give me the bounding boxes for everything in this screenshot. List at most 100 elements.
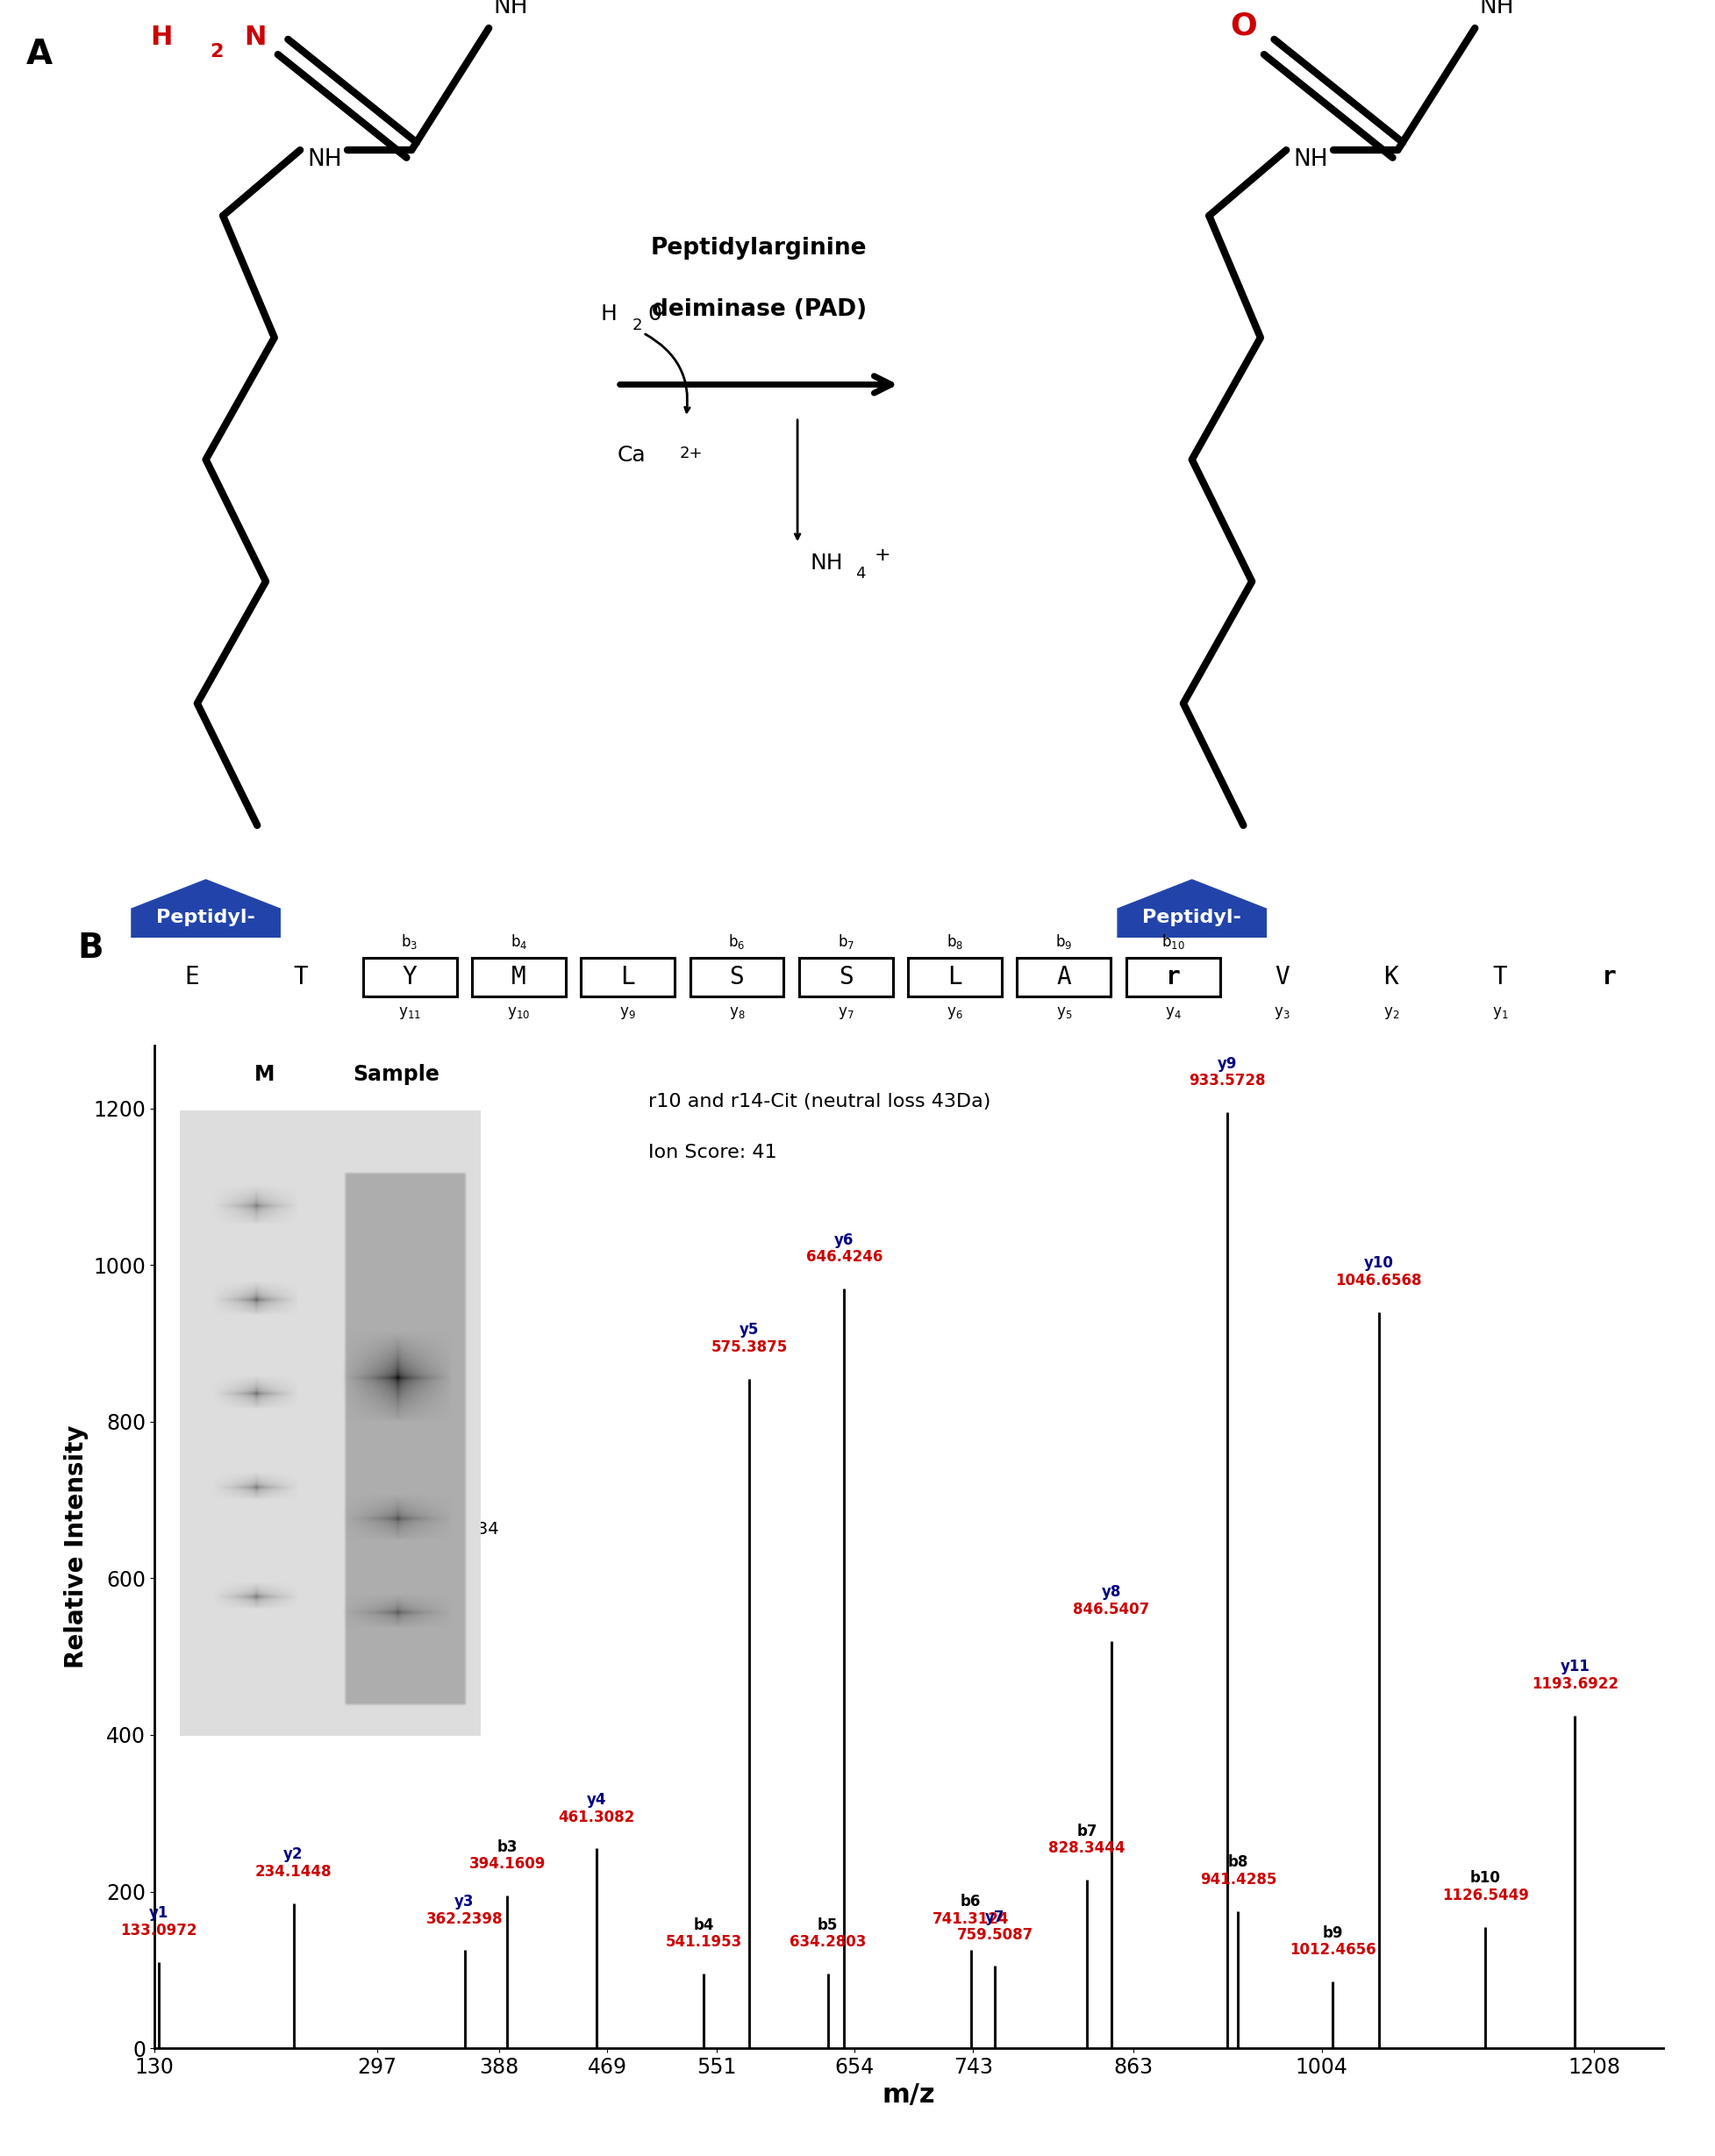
Text: citrulline: citrulline xyxy=(1142,951,1242,968)
Text: H: H xyxy=(600,304,617,326)
Text: Sample: Sample xyxy=(353,1065,439,1084)
Text: y$_1$: y$_1$ xyxy=(1492,1005,1507,1022)
X-axis label: m/z: m/z xyxy=(882,2083,936,2109)
Text: NH: NH xyxy=(494,0,528,19)
Text: b9: b9 xyxy=(1322,1925,1343,1940)
Text: 541.1953: 541.1953 xyxy=(665,1934,743,1951)
Text: 2: 2 xyxy=(631,317,641,334)
Text: y$_7$: y$_7$ xyxy=(837,1005,854,1022)
Text: 828.3444: 828.3444 xyxy=(1048,1841,1125,1856)
Text: V: V xyxy=(1274,964,1290,990)
FancyBboxPatch shape xyxy=(1127,957,1219,996)
Text: deiminase (PAD): deiminase (PAD) xyxy=(652,298,866,321)
Text: b4: b4 xyxy=(693,1917,713,1934)
Text: A: A xyxy=(26,37,51,71)
Text: Y: Y xyxy=(403,964,417,990)
Text: 133.0972: 133.0972 xyxy=(120,1923,197,1938)
Text: y$_9$: y$_9$ xyxy=(619,1005,636,1022)
Text: B: B xyxy=(77,931,103,966)
Text: H: H xyxy=(149,26,172,50)
Text: E: E xyxy=(185,964,199,990)
Text: arginine: arginine xyxy=(159,951,252,968)
FancyBboxPatch shape xyxy=(689,957,784,996)
Text: y$_3$: y$_3$ xyxy=(1274,1005,1290,1022)
Text: y4: y4 xyxy=(587,1792,607,1807)
Text: y11: y11 xyxy=(1561,1658,1590,1675)
Text: N: N xyxy=(244,26,266,50)
Text: S: S xyxy=(839,964,852,990)
Text: K: K xyxy=(1384,964,1398,990)
Text: A: A xyxy=(1056,964,1072,990)
Text: O: O xyxy=(1230,11,1257,41)
FancyBboxPatch shape xyxy=(907,957,1002,996)
Text: b8: b8 xyxy=(1228,1854,1249,1871)
Text: L: L xyxy=(621,964,635,990)
Text: y8: y8 xyxy=(1101,1585,1122,1600)
Text: y$_{10}$: y$_{10}$ xyxy=(508,1005,530,1022)
Text: 1126.5449: 1126.5449 xyxy=(1442,1886,1528,1904)
Text: 1012.4656: 1012.4656 xyxy=(1290,1943,1375,1958)
Text: Peptidylarginine: Peptidylarginine xyxy=(650,237,868,261)
Text: 0: 0 xyxy=(647,304,662,326)
Text: b$_8$: b$_8$ xyxy=(947,931,964,951)
Text: y6: y6 xyxy=(833,1231,854,1248)
Text: 1193.6922: 1193.6922 xyxy=(1531,1675,1619,1692)
Text: y$_{11}$: y$_{11}$ xyxy=(398,1005,422,1022)
Text: 1046.6568: 1046.6568 xyxy=(1336,1272,1422,1289)
FancyBboxPatch shape xyxy=(799,957,894,996)
Text: y$_4$: y$_4$ xyxy=(1164,1005,1182,1022)
Text: b$_4$: b$_4$ xyxy=(511,931,527,951)
Text: 634.2803: 634.2803 xyxy=(789,1934,866,1951)
Text: 646.4246: 646.4246 xyxy=(806,1248,883,1266)
Text: b3: b3 xyxy=(497,1839,518,1854)
Text: Ion Score: 41: Ion Score: 41 xyxy=(648,1143,777,1162)
Text: y9: y9 xyxy=(1218,1056,1238,1072)
Text: 4: 4 xyxy=(856,567,866,582)
Text: Peptidyl-: Peptidyl- xyxy=(156,908,256,925)
Text: b$_3$: b$_3$ xyxy=(401,931,418,951)
Text: 362.2398: 362.2398 xyxy=(425,1910,502,1927)
Text: r: r xyxy=(1602,964,1616,990)
Text: 461.3082: 461.3082 xyxy=(559,1809,635,1824)
Text: b5: b5 xyxy=(818,1917,839,1934)
Polygon shape xyxy=(132,880,280,996)
Text: r: r xyxy=(1166,964,1180,990)
Text: 394.1609: 394.1609 xyxy=(468,1856,545,1871)
Text: y$_2$: y$_2$ xyxy=(1382,1005,1399,1022)
Text: y$_5$: y$_5$ xyxy=(1056,1005,1072,1022)
Text: y7: y7 xyxy=(984,1910,1005,1925)
Text: y3: y3 xyxy=(454,1893,475,1910)
Text: b6: b6 xyxy=(960,1893,981,1910)
Text: NH: NH xyxy=(809,552,844,573)
Text: Peptidyl-: Peptidyl- xyxy=(1142,908,1242,925)
Text: y$_8$: y$_8$ xyxy=(729,1005,744,1022)
Text: L: L xyxy=(948,964,962,990)
Text: 234.1448: 234.1448 xyxy=(256,1865,331,1880)
Text: 575.3875: 575.3875 xyxy=(712,1339,787,1354)
FancyBboxPatch shape xyxy=(581,957,674,996)
Text: 2: 2 xyxy=(209,43,223,60)
Text: b$_{10}$: b$_{10}$ xyxy=(1161,931,1185,951)
FancyBboxPatch shape xyxy=(1017,957,1111,996)
Text: b$_9$: b$_9$ xyxy=(1055,931,1072,951)
Text: S: S xyxy=(729,964,744,990)
Text: 933.5728: 933.5728 xyxy=(1188,1074,1266,1089)
Text: M: M xyxy=(511,964,527,990)
Text: y2: y2 xyxy=(283,1848,304,1863)
FancyBboxPatch shape xyxy=(472,957,566,996)
Text: b$_7$: b$_7$ xyxy=(837,931,854,951)
Text: y5: y5 xyxy=(739,1322,760,1339)
Text: r10 and r14-Cit (neutral loss 43Da): r10 and r14-Cit (neutral loss 43Da) xyxy=(648,1093,991,1110)
Text: +: + xyxy=(875,545,892,565)
Text: NH: NH xyxy=(1293,149,1327,170)
Text: Chromatin
remodeling 34: Chromatin remodeling 34 xyxy=(244,1501,499,1537)
Text: Ca: Ca xyxy=(617,444,647,466)
Text: 741.3124: 741.3124 xyxy=(933,1910,1008,1927)
Text: NH: NH xyxy=(1478,0,1514,19)
Text: 759.5087: 759.5087 xyxy=(957,1927,1034,1943)
FancyBboxPatch shape xyxy=(364,957,456,996)
Text: T: T xyxy=(1492,964,1507,990)
Text: y1: y1 xyxy=(149,1906,168,1921)
Text: y$_6$: y$_6$ xyxy=(947,1005,964,1022)
Text: M: M xyxy=(254,1065,274,1084)
